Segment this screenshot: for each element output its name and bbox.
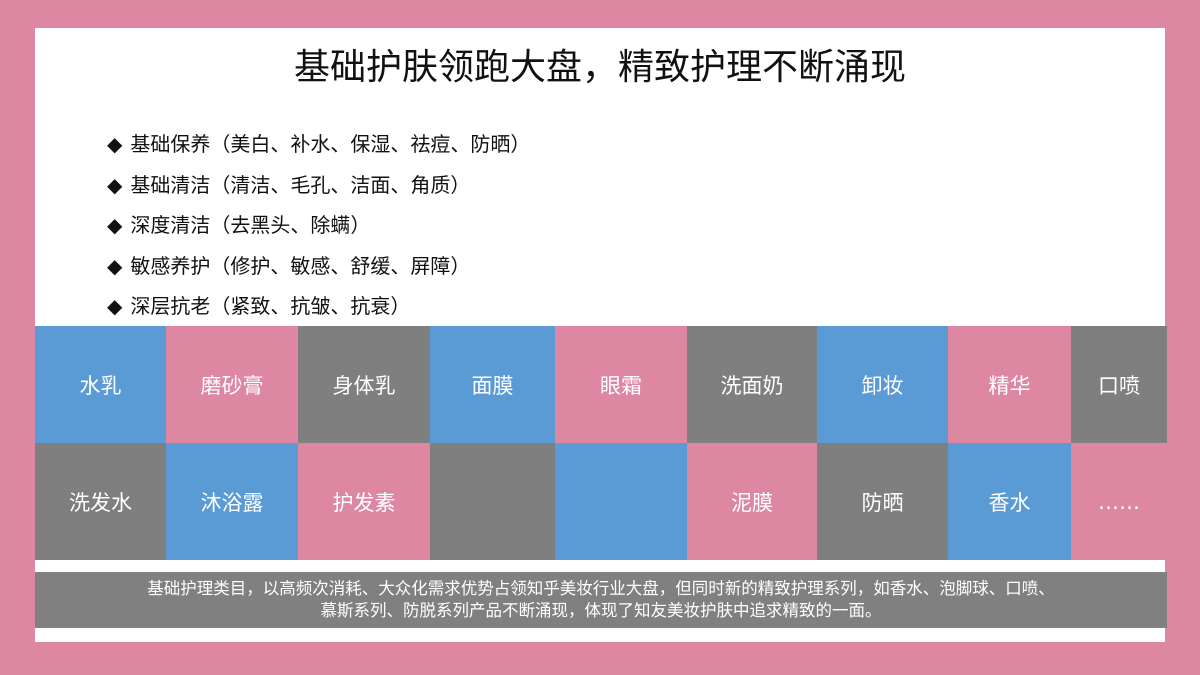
- tile: 洗发水: [35, 443, 166, 560]
- caption-line: 慕斯系列、防脱系列产品不断涌现，体现了知友美妆护肤中追求精致的一面。: [320, 601, 882, 620]
- tile: ……: [1071, 443, 1167, 560]
- tile: 泥膜: [687, 443, 817, 560]
- title: 基础护肤领跑大盘，精致护理不断涌现: [293, 47, 906, 88]
- tile: 身体乳: [298, 326, 430, 443]
- tile: 沐浴露: [166, 443, 298, 560]
- bullet-item: 深度清洁（去黑头、除螨）: [107, 209, 370, 238]
- tile: 水乳: [35, 326, 166, 443]
- tile: 磨砂膏: [166, 326, 298, 443]
- tile: [555, 443, 687, 560]
- bullet-item: 基础清洁（清洁、毛孔、洁面、角质）: [107, 169, 470, 198]
- tile: [430, 443, 555, 560]
- caption: 基础护理类目，以高频次消耗、大众化需求优势占领知乎美妆行业大盘，但同时新的精致护…: [35, 572, 1167, 628]
- tile: 香水: [948, 443, 1071, 560]
- tile: 口喷: [1071, 326, 1167, 443]
- bullet-item: 敏感养护（修护、敏感、舒缓、屏障）: [107, 250, 470, 279]
- tile: 卸妆: [817, 326, 948, 443]
- caption-line: 基础护理类目，以高频次消耗、大众化需求优势占领知乎美妆行业大盘，但同时新的精致护…: [147, 579, 1055, 598]
- tile: 护发素: [298, 443, 430, 560]
- bullet-item: 基础保养（美白、补水、保湿、祛痘、防晒）: [107, 128, 530, 157]
- bullet-item: 深层抗老（紧致、抗皱、抗衰）: [107, 290, 410, 319]
- tile: 面膜: [430, 326, 555, 443]
- tile: 洗面奶: [687, 326, 817, 443]
- tile: 精华: [948, 326, 1071, 443]
- tile: 眼霜: [555, 326, 687, 443]
- tile: 防晒: [817, 443, 948, 560]
